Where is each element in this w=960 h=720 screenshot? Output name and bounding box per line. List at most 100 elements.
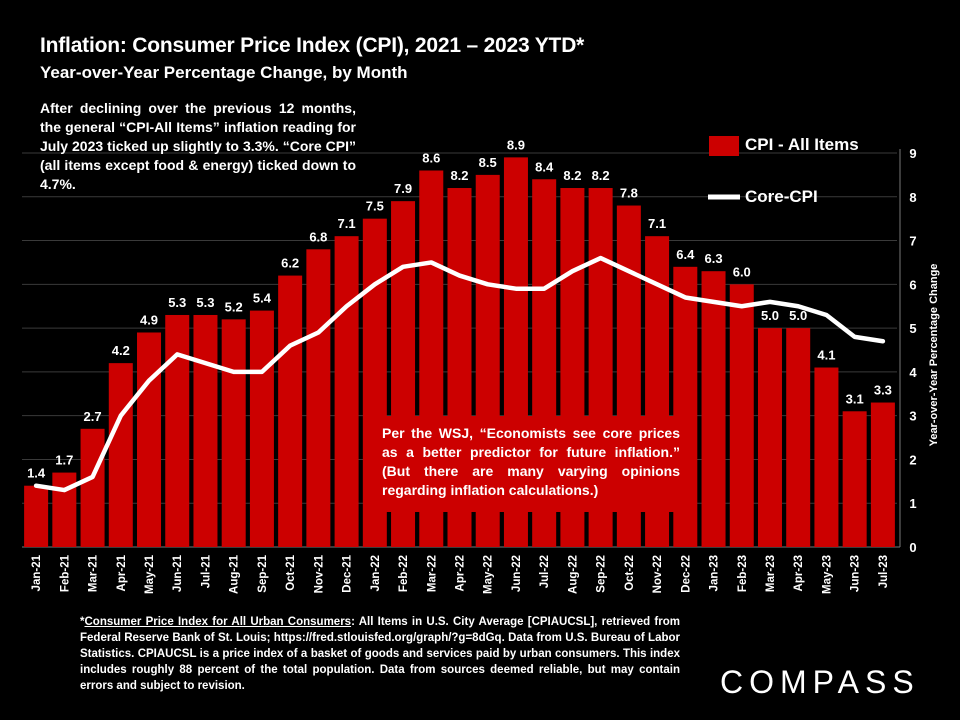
bar-data-label: 7.5	[366, 199, 384, 214]
bar-data-label: 8.9	[507, 137, 525, 152]
x-tick-label: Nov-21	[313, 554, 325, 593]
bar	[221, 319, 246, 547]
x-tick-label: Aug-21	[229, 554, 241, 594]
y-tick-label: 1	[909, 496, 916, 511]
wsj-note: Per the WSJ, “Economists see core prices…	[382, 425, 680, 498]
x-tick-label: May-21	[144, 554, 156, 594]
bar-data-label: 2.7	[84, 409, 102, 424]
x-tick-label: Nov-22	[652, 555, 664, 593]
bar-data-label: 8.2	[450, 168, 468, 183]
bar-data-label: 6.0	[733, 264, 751, 279]
bar-data-label: 5.3	[168, 295, 186, 310]
bar	[842, 411, 867, 547]
x-tick-label: Aug-22	[567, 555, 579, 594]
y-tick-label: 7	[909, 234, 916, 249]
x-tick-label: Sep-22	[596, 555, 608, 593]
chart-subtitle: Year-over-Year Percentage Change, by Mon…	[40, 63, 408, 82]
x-tick-label: Jun-21	[172, 554, 184, 592]
x-tick-label: Feb-22	[398, 555, 410, 592]
x-tick-label: Oct-22	[624, 555, 636, 591]
x-tick-label: Jun-22	[511, 555, 523, 592]
legend-swatch-cpi	[709, 136, 739, 156]
bar-data-label: 5.4	[253, 291, 272, 306]
bar	[729, 284, 754, 547]
bar-data-label: 4.1	[817, 348, 835, 363]
bar	[165, 314, 190, 547]
y-tick-label: 4	[909, 365, 917, 380]
bar-data-label: 7.8	[620, 186, 638, 201]
y-tick-label: 3	[909, 409, 916, 424]
bar-data-label: 8.6	[422, 151, 440, 166]
x-tick-label: Feb-21	[59, 554, 71, 592]
bar-data-label: 1.4	[27, 466, 46, 481]
bar-data-label: 6.2	[281, 256, 299, 271]
bar-data-label: 6.3	[704, 251, 722, 266]
bar-data-label: 5.2	[225, 299, 243, 314]
bar	[249, 310, 274, 547]
bar-data-label: 7.1	[338, 216, 356, 231]
legend-label-core: Core-CPI	[745, 187, 818, 206]
x-tick-label: Jun-23	[850, 555, 862, 592]
bar-data-label: 3.3	[874, 383, 892, 398]
x-tick-label: Jan-21	[31, 554, 43, 591]
bar-data-label: 8.5	[479, 155, 497, 170]
bar	[870, 402, 895, 547]
x-tick-label: Jul-21	[200, 554, 212, 588]
x-tick-label: Apr-21	[116, 554, 128, 591]
y-tick-label: 5	[909, 321, 916, 336]
x-tick-label: Apr-23	[793, 555, 805, 591]
y-tick-label: 9	[909, 146, 916, 161]
legend-label-cpi: CPI - All Items	[745, 135, 859, 154]
x-tick-label: Dec-21	[342, 554, 354, 592]
bar-data-label: 4.9	[140, 312, 158, 327]
bar-data-label: 8.4	[535, 159, 554, 174]
wsj-callout-box	[372, 416, 690, 512]
y-tick-label: 0	[909, 540, 916, 555]
chart-title: Inflation: Consumer Price Index (CPI), 2…	[40, 34, 585, 57]
x-tick-label: May-23	[821, 555, 833, 594]
bar	[757, 328, 782, 547]
compass-logo: COMPASS	[720, 664, 920, 700]
y-tick-label: 6	[909, 277, 916, 292]
x-tick-label: Sep-21	[257, 554, 269, 592]
bar	[278, 275, 303, 547]
x-tick-label: Jan-22	[370, 555, 382, 591]
bar-data-label: 8.2	[592, 168, 610, 183]
x-tick-label: Feb-23	[737, 555, 749, 592]
x-tick-label: Jul-22	[539, 555, 551, 588]
x-tick-label: Mar-21	[88, 554, 100, 592]
footnote-prefix: *	[80, 616, 85, 628]
x-tick-label: Mar-22	[426, 555, 438, 592]
x-tick-label: Jan-23	[709, 555, 721, 591]
y-tick-label: 2	[909, 452, 916, 467]
footnote-link[interactable]: Consumer Price Index for All Urban Consu…	[84, 616, 352, 628]
x-tick-label: Dec-22	[680, 555, 692, 593]
x-tick-label: Oct-21	[285, 554, 297, 590]
bar	[334, 236, 359, 547]
bar-data-label: 7.9	[394, 181, 412, 196]
bar	[814, 367, 839, 547]
core-cpi-line	[33, 255, 886, 493]
bar-data-label: 6.8	[309, 229, 327, 244]
y-axis-label: Year-over-Year Percentage Change	[928, 263, 940, 447]
bar	[306, 249, 331, 548]
bar	[137, 332, 162, 547]
x-tick-label: Jul-23	[878, 555, 890, 588]
bar	[701, 271, 726, 547]
x-tick-label: Apr-22	[455, 555, 467, 591]
bar	[193, 314, 218, 547]
bar	[108, 363, 133, 547]
footnote: *Consumer Price Index for All Urban Cons…	[80, 614, 680, 694]
y-tick-label: 8	[909, 190, 916, 205]
bar-data-label: 6.4	[676, 247, 695, 262]
bar-data-label: 5.3	[196, 295, 214, 310]
bar	[80, 428, 105, 547]
summary-note: After declining over the previous 12 mon…	[40, 100, 356, 192]
bar-data-label: 3.1	[846, 391, 864, 406]
footnote-text: : All Items in U.S. City Average [CPIAUC…	[80, 616, 680, 692]
bar-data-label: 5.0	[789, 308, 807, 323]
bar-data-label: 7.1	[648, 216, 666, 231]
bar-data-label: 8.2	[563, 168, 581, 183]
x-tick-label: May-22	[483, 555, 495, 594]
